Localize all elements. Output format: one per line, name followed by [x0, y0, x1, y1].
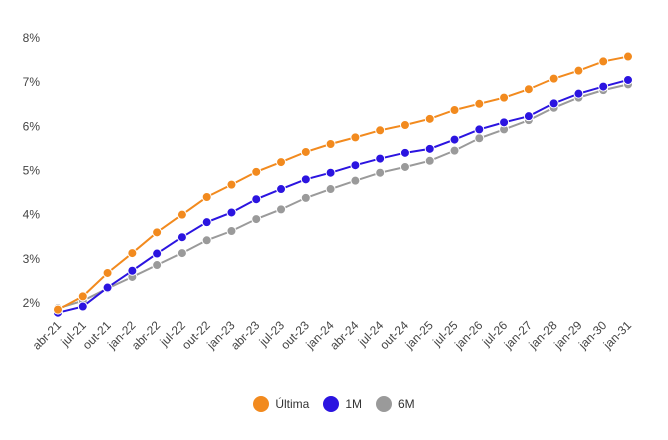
- x-tick-label: out-21: [80, 318, 114, 352]
- data-point-1m[interactable]: [474, 124, 485, 135]
- data-point-1m[interactable]: [449, 134, 460, 145]
- data-point-última[interactable]: [523, 84, 534, 95]
- data-point-última[interactable]: [573, 65, 584, 76]
- legend-label-6m: 6M: [398, 397, 415, 411]
- data-point-1m[interactable]: [102, 282, 113, 293]
- data-point-1m[interactable]: [499, 117, 510, 128]
- data-point-última[interactable]: [176, 209, 187, 220]
- data-point-última[interactable]: [77, 291, 88, 302]
- data-point-6m[interactable]: [226, 226, 237, 237]
- data-point-1m[interactable]: [623, 74, 633, 85]
- data-point-6m[interactable]: [449, 145, 460, 156]
- x-tick-label: jan-27: [501, 318, 535, 352]
- data-point-1m[interactable]: [598, 81, 609, 92]
- data-point-última[interactable]: [623, 51, 633, 62]
- data-point-6m[interactable]: [251, 214, 262, 225]
- x-tick-label: jan-29: [550, 318, 584, 352]
- data-point-última[interactable]: [350, 132, 361, 143]
- data-point-6m[interactable]: [300, 192, 311, 203]
- data-point-1m[interactable]: [573, 88, 584, 99]
- x-tick-label: jan-26: [451, 318, 485, 352]
- data-point-última[interactable]: [424, 113, 435, 124]
- data-point-última[interactable]: [474, 98, 485, 109]
- x-tick-label: abr-21: [30, 318, 65, 353]
- x-tick-label: out-24: [377, 318, 411, 352]
- data-point-última[interactable]: [300, 146, 311, 157]
- line-chart: 2%3%4%5%6%7%8%abr-21jul-21out-21jan-22ab…: [23, 31, 635, 353]
- data-point-6m[interactable]: [474, 133, 485, 144]
- data-point-última[interactable]: [102, 267, 113, 278]
- data-point-6m[interactable]: [152, 260, 163, 271]
- data-point-6m[interactable]: [350, 175, 361, 186]
- legend-swatch-6m: [376, 396, 392, 412]
- x-tick-label: out-22: [179, 318, 213, 352]
- data-point-6m[interactable]: [325, 184, 336, 195]
- data-point-última[interactable]: [399, 120, 410, 131]
- data-point-última[interactable]: [325, 139, 336, 149]
- data-point-última[interactable]: [375, 125, 386, 136]
- y-tick-label: 5%: [23, 164, 41, 178]
- data-point-1m[interactable]: [77, 301, 88, 312]
- data-point-1m[interactable]: [152, 248, 163, 259]
- data-point-1m[interactable]: [375, 153, 386, 164]
- data-point-última[interactable]: [499, 92, 510, 103]
- data-point-última[interactable]: [127, 248, 138, 259]
- data-point-1m[interactable]: [127, 265, 138, 276]
- x-tick-label: abr-22: [129, 318, 164, 353]
- x-tick-label: abr-24: [327, 318, 362, 353]
- y-tick-label: 8%: [23, 31, 41, 45]
- x-tick-label: jan-28: [526, 318, 560, 352]
- data-point-última[interactable]: [201, 192, 212, 202]
- data-point-última[interactable]: [449, 104, 460, 115]
- legend-item-6m[interactable]: 6M: [376, 396, 415, 412]
- data-point-última[interactable]: [53, 304, 63, 315]
- data-point-1m[interactable]: [251, 194, 262, 205]
- legend-swatch-1m: [323, 396, 340, 412]
- data-point-1m[interactable]: [300, 174, 311, 185]
- data-point-6m[interactable]: [276, 204, 287, 215]
- data-point-última[interactable]: [152, 227, 163, 238]
- data-point-1m[interactable]: [424, 143, 435, 154]
- x-tick-label: jan-30: [575, 318, 609, 352]
- data-point-1m[interactable]: [548, 98, 559, 109]
- data-point-1m[interactable]: [176, 232, 187, 243]
- y-tick-label: 4%: [23, 208, 41, 222]
- y-tick-label: 6%: [23, 119, 41, 133]
- data-point-1m[interactable]: [325, 167, 336, 178]
- series-line-6m: [57, 83, 629, 310]
- data-point-6m[interactable]: [375, 167, 386, 178]
- legend-label-1m: 1M: [345, 397, 362, 411]
- x-tick-label: jan-25: [402, 318, 436, 352]
- x-tick-label: out-23: [278, 318, 312, 352]
- data-point-6m[interactable]: [424, 155, 435, 166]
- data-point-1m[interactable]: [523, 111, 534, 122]
- data-point-1m[interactable]: [350, 160, 361, 171]
- y-tick-label: 7%: [23, 75, 41, 89]
- legend-label-ultima: Última: [275, 397, 310, 411]
- legend-swatch-ultima: [253, 396, 270, 412]
- x-tick-label: abr-23: [228, 318, 263, 353]
- data-point-última[interactable]: [251, 166, 262, 177]
- data-point-6m[interactable]: [201, 235, 212, 246]
- legend-item-ultima[interactable]: Última: [253, 396, 309, 412]
- series-line-1m: [57, 78, 629, 314]
- data-point-última[interactable]: [276, 157, 287, 168]
- data-point-última[interactable]: [598, 56, 609, 67]
- legend-item-1m[interactable]: 1M: [323, 396, 362, 412]
- y-tick-label: 3%: [23, 252, 41, 266]
- data-point-última[interactable]: [548, 73, 559, 84]
- data-point-última[interactable]: [226, 179, 237, 190]
- data-point-1m[interactable]: [276, 184, 287, 195]
- y-tick-label: 2%: [23, 296, 41, 310]
- data-point-1m[interactable]: [226, 207, 237, 218]
- chart-legend: Última 1M 6M: [0, 396, 668, 412]
- data-point-6m[interactable]: [399, 161, 410, 172]
- x-tick-label: jan-31: [600, 318, 634, 352]
- data-point-1m[interactable]: [399, 147, 410, 158]
- data-point-6m[interactable]: [176, 248, 187, 259]
- data-point-1m[interactable]: [201, 217, 212, 228]
